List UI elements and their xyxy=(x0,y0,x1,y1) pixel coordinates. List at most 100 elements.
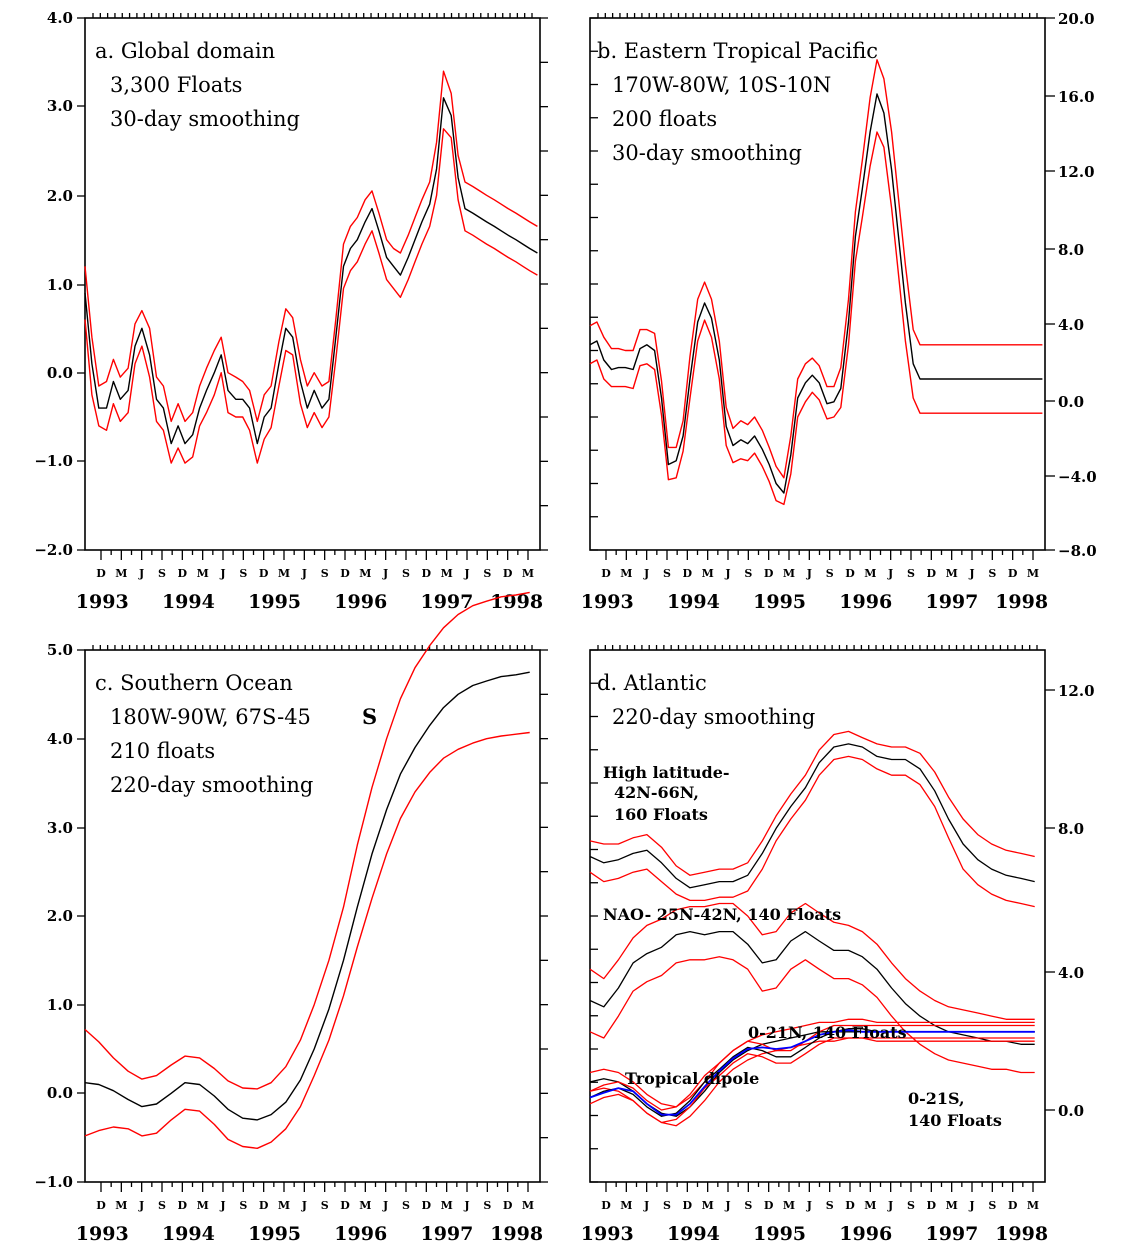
month-tick-label: D xyxy=(601,1199,611,1212)
series-lower xyxy=(84,128,538,464)
month-tick-label: M xyxy=(864,567,876,580)
month-tick-label: J xyxy=(301,567,307,580)
group2-series-upper xyxy=(589,1018,1035,1108)
month-tick-label: M xyxy=(864,1199,876,1212)
y-tick-label: 0.0 xyxy=(1058,393,1084,411)
group3-series-upper xyxy=(589,1024,1035,1111)
month-tick-label: S xyxy=(402,567,410,580)
month-tick-label: J xyxy=(806,1199,812,1212)
month-tick-label: D xyxy=(178,1199,188,1212)
year-label-1995: 1995 xyxy=(753,1223,806,1244)
annotation-line-0: d. Atlantic xyxy=(597,671,707,695)
month-tick-label: S xyxy=(907,1199,915,1212)
month-tick-label: J xyxy=(463,567,469,580)
month-tick-label: D xyxy=(96,567,106,580)
group3-series-lower xyxy=(589,1037,1035,1124)
year-label-1996: 1996 xyxy=(839,591,892,613)
series-upper xyxy=(84,591,530,1090)
group-label-1-0: NAO- 25N-42N, 140 Floats xyxy=(603,905,841,924)
month-tick-label: D xyxy=(764,567,774,580)
annotation-line-3: 30-day smoothing xyxy=(612,141,802,165)
year-label-1998: 1998 xyxy=(490,1223,543,1244)
annotation-line-1: 170W-80W, 10S-10N xyxy=(612,73,831,97)
month-tick-label: J xyxy=(382,567,388,580)
month-tick-label: M xyxy=(783,1199,795,1212)
year-label-1996: 1996 xyxy=(334,1223,387,1244)
y-tick-label: −2.0 xyxy=(34,541,73,559)
year-label-1998: 1998 xyxy=(995,591,1048,613)
y-tick-label: 2.0 xyxy=(47,907,73,925)
group-label-3-1: 140 Floats xyxy=(908,1111,1002,1130)
plot-frame xyxy=(84,17,541,551)
month-tick-label: M xyxy=(620,567,632,580)
series-center xyxy=(589,93,1043,494)
month-tick-label: S xyxy=(239,567,247,580)
month-tick-label: D xyxy=(927,1199,937,1212)
month-tick-label: M xyxy=(1027,567,1039,580)
y-tick-label: −4.0 xyxy=(1058,468,1097,486)
month-tick-label: M xyxy=(620,1199,632,1212)
month-tick-label: M xyxy=(359,567,371,580)
year-label-1998: 1998 xyxy=(995,1223,1048,1244)
month-tick-label: D xyxy=(259,1199,269,1212)
annotation-region-suffix: S xyxy=(362,704,377,729)
y-tick-label: 8.0 xyxy=(1058,820,1084,838)
y-tick-label: 0.0 xyxy=(47,364,73,382)
month-tick-label: M xyxy=(946,567,958,580)
year-label-1996: 1996 xyxy=(334,591,387,613)
group1-series-upper xyxy=(589,902,1035,1020)
year-label-1993: 1993 xyxy=(581,591,634,613)
y-tick-label: 3.0 xyxy=(47,97,73,115)
annotation-title: c. Southern Ocean xyxy=(95,671,293,695)
month-tick-label: M xyxy=(1027,1199,1039,1212)
year-label-1995: 1995 xyxy=(753,591,806,613)
group0-series-center xyxy=(589,743,1035,889)
y-tick-label: 3.0 xyxy=(47,819,73,837)
month-tick-label: D xyxy=(340,567,350,580)
month-tick-label: D xyxy=(340,1199,350,1212)
month-tick-label: M xyxy=(522,1199,534,1212)
annotation-line-2: 200 floats xyxy=(612,107,717,131)
y-tick-label: 4.0 xyxy=(47,730,73,748)
month-tick-label: J xyxy=(724,1199,730,1212)
series-center xyxy=(84,97,538,445)
month-tick-label: M xyxy=(197,1199,209,1212)
month-tick-label: S xyxy=(988,567,996,580)
month-tick-label: D xyxy=(601,567,611,580)
annotation-line-0: b. Eastern Tropical Pacific xyxy=(597,39,878,63)
y-tick-label: 0.0 xyxy=(1058,1102,1084,1120)
group0-series-upper xyxy=(589,730,1035,876)
month-tick-label: S xyxy=(483,567,491,580)
month-tick-label: S xyxy=(402,1199,410,1212)
annotation-floats: 210 floats xyxy=(110,739,215,763)
month-tick-label: S xyxy=(663,1199,671,1212)
month-tick-label: J xyxy=(643,1199,649,1212)
group4-series-dipole xyxy=(589,1029,1035,1116)
month-tick-label: D xyxy=(1008,567,1018,580)
month-tick-label: S xyxy=(158,1199,166,1212)
month-tick-label: J xyxy=(968,567,974,580)
month-tick-label: D xyxy=(503,1199,513,1212)
year-label-1997: 1997 xyxy=(925,1223,978,1244)
series-lower xyxy=(84,731,530,1150)
month-tick-label: M xyxy=(115,1199,127,1212)
month-tick-label: S xyxy=(483,1199,491,1212)
month-tick-label: M xyxy=(278,1199,290,1212)
annotation-line-1: 220-day smoothing xyxy=(612,705,815,729)
month-tick-label: S xyxy=(158,567,166,580)
y-tick-label: 12.0 xyxy=(1058,682,1095,700)
year-label-1994: 1994 xyxy=(667,591,720,613)
y-tick-label: 0.0 xyxy=(47,1084,73,1102)
year-label-1993: 1993 xyxy=(581,1223,634,1244)
month-tick-label: M xyxy=(522,567,534,580)
month-tick-label: J xyxy=(806,567,812,580)
month-tick-label: S xyxy=(239,1199,247,1212)
year-label-1994: 1994 xyxy=(162,1223,215,1244)
year-label-1997: 1997 xyxy=(925,591,978,613)
month-tick-label: M xyxy=(702,567,714,580)
month-tick-label: M xyxy=(197,567,209,580)
group1-series-center xyxy=(589,930,1035,1045)
